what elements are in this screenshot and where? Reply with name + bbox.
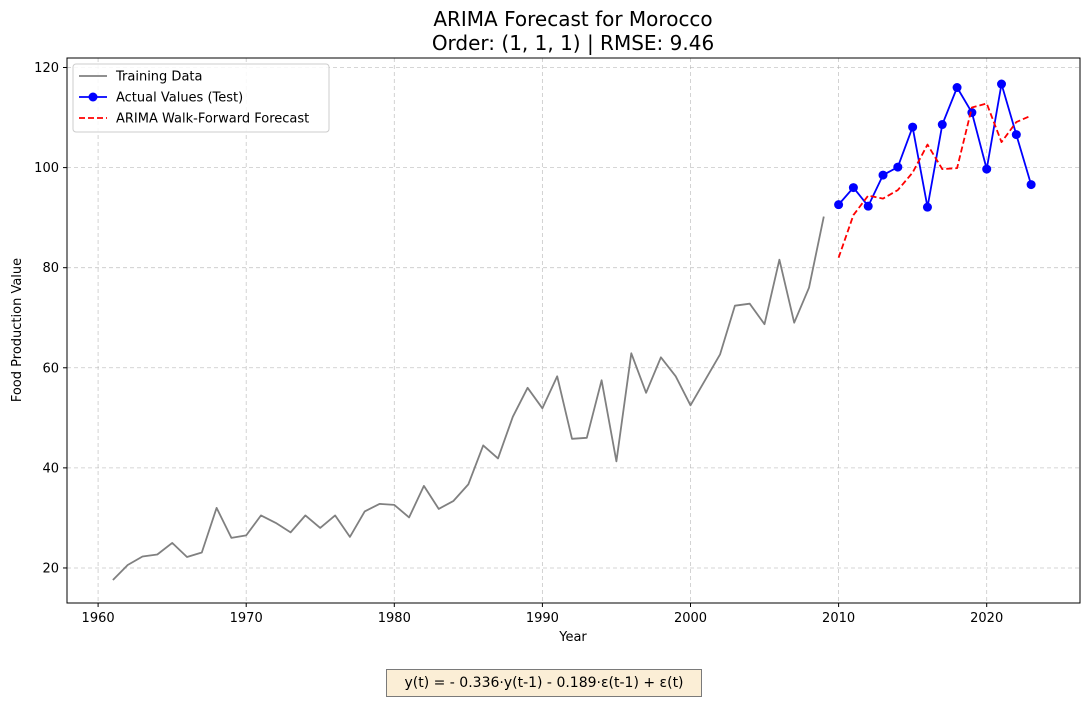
data-point-actual (834, 200, 844, 210)
x-tick-label: 1970 (230, 611, 263, 626)
data-point-actual (952, 83, 962, 93)
data-point-actual (878, 170, 888, 180)
data-point-actual (863, 201, 873, 211)
data-point-actual (937, 120, 947, 130)
data-point-actual (982, 164, 992, 174)
y-tick-label: 60 (42, 361, 59, 376)
axis-ticks: 1960 1970 1980 1990 2000 2010 2020204060801001… (34, 61, 1003, 626)
x-tick-label: 1990 (526, 611, 559, 626)
x-tick-label: 2000 (674, 611, 707, 626)
data-point-actual (1026, 180, 1036, 190)
legend-label-forecast: ARIMA Walk-Forward Forecast (116, 112, 309, 127)
data-point-actual (908, 122, 918, 132)
legend-marker-actual (88, 92, 98, 102)
data-point-actual (997, 79, 1007, 89)
data-point-actual (967, 108, 977, 118)
grid-lines (67, 58, 1080, 603)
y-tick-label: 100 (34, 161, 59, 176)
plot-frame (66, 57, 1081, 604)
y-tick-label: 80 (42, 261, 59, 276)
data-point-actual (893, 162, 903, 172)
legend-label-training: Training Data (115, 70, 202, 85)
data-point-actual (848, 183, 858, 193)
legend-label-actual: Actual Values (Test) (116, 91, 243, 106)
series-line-actual (837, 83, 1032, 209)
legend-box (72, 63, 330, 133)
arima-equation: y(t) = - 0.336·y(t-1) - 0.189·ε(t-1) + ε… (386, 669, 702, 697)
chart-title-line-2: Order: (1, 1, 1) | RMSE: 9.46 (432, 31, 714, 55)
x-tick-label: 2010 (822, 611, 855, 626)
y-tick-label: 120 (34, 61, 59, 76)
plot-series (112, 79, 1036, 581)
series-line-forecast (837, 102, 1032, 258)
y-tick-label: 40 (42, 461, 59, 476)
x-tick-label: 2020 (970, 611, 1003, 626)
x-tick-label: 1960 (82, 611, 115, 626)
data-point-actual (922, 202, 932, 212)
x-axis-label: Year (558, 630, 587, 645)
legend: Training Data Actual Values (Test) ARIMA… (72, 63, 330, 133)
chart-title-line-1: ARIMA Forecast for Morocco (433, 7, 712, 31)
y-axis-label: Food Production Value (10, 258, 25, 402)
series-line-training (112, 216, 825, 581)
x-tick-label: 1980 (378, 611, 411, 626)
data-point-actual (1011, 130, 1021, 140)
y-tick-label: 20 (42, 561, 59, 576)
